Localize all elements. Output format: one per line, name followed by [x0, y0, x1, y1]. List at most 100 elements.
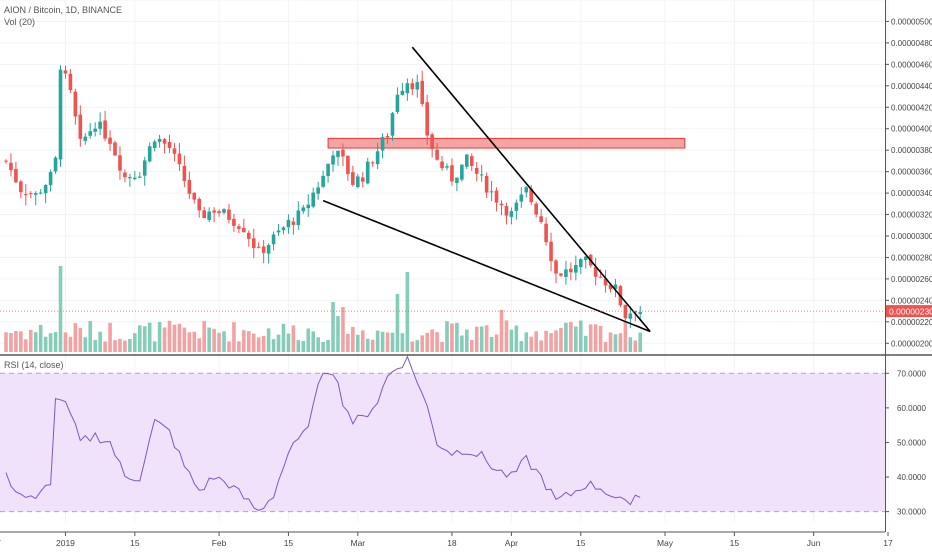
- price-tick-label: 0.00000440: [891, 82, 932, 91]
- time-tick-label: 15: [730, 538, 740, 548]
- volume-legend[interactable]: Vol (20): [4, 17, 35, 27]
- volume-bar: [331, 302, 335, 352]
- lower-trendline[interactable]: [322, 199, 651, 333]
- volume-bar: [638, 332, 643, 352]
- volume-bar: [38, 324, 43, 352]
- volume-bar: [618, 333, 623, 352]
- volume-bar: [118, 338, 122, 352]
- candle-body: [514, 202, 519, 211]
- volume-bar: [613, 334, 618, 352]
- volume-bar: [519, 341, 524, 352]
- candle-body: [534, 203, 538, 215]
- volume-bar: [167, 320, 172, 352]
- price-axis[interactable]: 0.00000200 0.00000220 0.00000240 0.00000260…: [885, 17, 932, 348]
- volume-bar: [58, 266, 63, 352]
- volume-bar: [133, 333, 137, 352]
- time-tick-label: 15: [130, 538, 140, 548]
- volume-bar: [400, 333, 405, 352]
- time-tick-label: 17: [0, 538, 1, 548]
- volume-bar: [306, 328, 311, 352]
- price-tick-label: 0.00000240: [891, 296, 932, 305]
- volume-bar: [123, 340, 127, 352]
- resistance-zone[interactable]: [327, 137, 686, 149]
- volume-bar: [212, 328, 216, 352]
- upper-trendline[interactable]: [411, 46, 651, 332]
- candle-body: [311, 192, 316, 207]
- volume-bar: [479, 326, 484, 352]
- volume-bar: [261, 335, 266, 352]
- volume-bar: [499, 310, 504, 352]
- volume-bar: [137, 325, 142, 352]
- price-tick-label: 0.00000280: [891, 253, 932, 262]
- price-tick-label: 0.00000500: [891, 17, 932, 26]
- candle-body: [420, 80, 425, 104]
- volume-bar: [336, 316, 340, 352]
- volume-bar: [152, 341, 157, 352]
- time-axis[interactable]: 17201915Feb15Mar18Apr15May15Jun17Jul15Au…: [0, 532, 932, 548]
- volume-bar: [113, 340, 117, 352]
- volume-bar: [281, 323, 286, 352]
- candle-body: [494, 190, 499, 203]
- volume-bar: [539, 340, 543, 352]
- candle-body: [569, 268, 573, 273]
- volume-bar: [554, 330, 558, 352]
- volume-bar: [246, 331, 251, 352]
- rsi-legend[interactable]: RSI (14, close): [4, 360, 64, 370]
- price-tick-label: 0.00000200: [891, 339, 932, 348]
- candle-body: [484, 176, 489, 193]
- candle-body: [108, 137, 112, 144]
- volume-bar: [237, 341, 241, 352]
- volume-bar: [256, 337, 261, 352]
- candle-body: [524, 187, 529, 193]
- volume-layer: [4, 266, 643, 352]
- volume-bar: [28, 329, 33, 352]
- candle-body: [559, 273, 563, 276]
- candle-body: [474, 167, 479, 174]
- price-tick-label: 0.00000300: [891, 232, 932, 241]
- price-tick-label: 0.00000480: [891, 39, 932, 48]
- rsi-axis[interactable]: 30.0000 40.0000 50.0000 60.0000 70.0000: [885, 369, 926, 517]
- volume-bar: [529, 336, 534, 352]
- candle-body: [519, 194, 524, 202]
- candle-body: [207, 211, 211, 221]
- volume-bar: [202, 320, 206, 352]
- volume-bar: [63, 332, 68, 352]
- volume-bar: [19, 331, 23, 352]
- candle-body: [346, 155, 350, 175]
- volume-bar: [628, 337, 633, 352]
- candle-body: [246, 232, 251, 239]
- rsi-title: RSI (14, close): [4, 360, 64, 370]
- candle-layer: [4, 65, 643, 329]
- volume-bar: [197, 338, 202, 352]
- volume-bar: [474, 326, 479, 352]
- price-tick-label: 0.00000400: [891, 125, 932, 134]
- volume-bar: [276, 334, 281, 352]
- candle-body: [4, 160, 8, 162]
- volume-bar: [375, 330, 380, 352]
- volume-bar: [24, 339, 28, 352]
- volume-bar: [53, 332, 58, 352]
- symbol-legend[interactable]: AION / Bitcoin, 1D, BINANCE: [4, 5, 122, 15]
- candle-body: [187, 179, 192, 194]
- volume-bar: [68, 336, 73, 352]
- candle-body: [98, 121, 102, 129]
- volume-bar: [43, 336, 48, 352]
- candle-body: [58, 69, 63, 160]
- candle-body: [291, 221, 296, 225]
- volume-bar: [415, 340, 420, 352]
- candle-body: [460, 164, 464, 180]
- candle-body: [118, 155, 122, 171]
- candle-body: [162, 139, 167, 144]
- candle-body: [78, 114, 83, 139]
- time-tick-label: Jun: [807, 538, 821, 548]
- volume-bar: [385, 332, 390, 352]
- volume-bar: [514, 325, 519, 352]
- candle-body: [63, 70, 68, 74]
- volume-bar: [395, 294, 400, 352]
- candle-body: [227, 209, 231, 220]
- volume-bar: [4, 332, 8, 352]
- volume-bar: [83, 337, 88, 352]
- volume-bar: [291, 325, 296, 352]
